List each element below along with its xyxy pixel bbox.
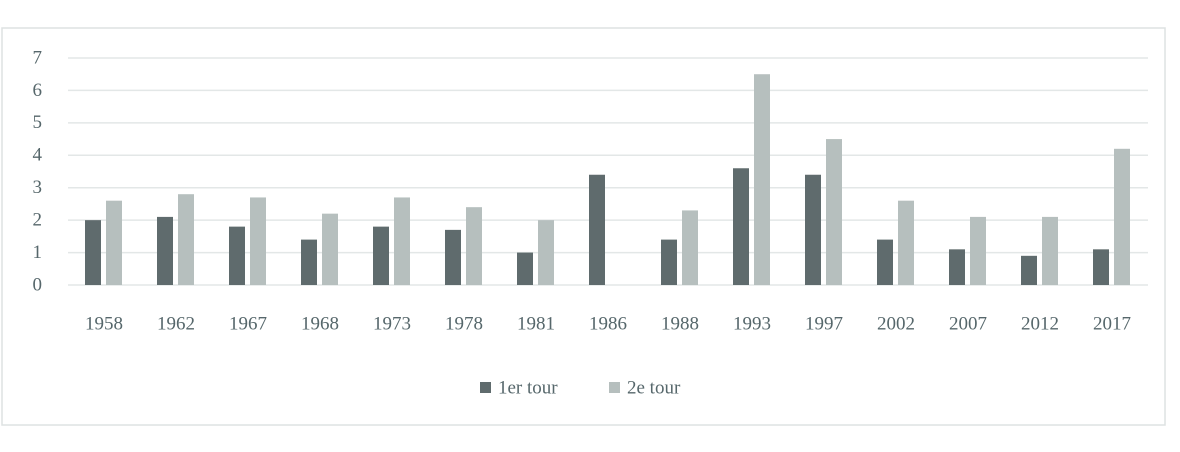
bar [1114, 148, 1130, 285]
x-tick-label: 2017 [1093, 313, 1131, 334]
bar [229, 226, 245, 285]
legend-swatch [609, 382, 620, 393]
bar [754, 74, 770, 285]
bar [538, 220, 554, 285]
bar [733, 168, 749, 285]
bar [682, 210, 698, 285]
bar [826, 139, 842, 285]
bar [106, 200, 122, 285]
y-tick-label: 2 [33, 210, 43, 231]
x-tick-label: 1958 [85, 313, 123, 334]
bar [898, 200, 914, 285]
bar [373, 226, 389, 285]
y-tick-label: 1 [33, 242, 43, 263]
bar [949, 249, 965, 285]
x-tick-label: 1968 [301, 313, 339, 334]
bar [517, 252, 533, 285]
bar [301, 239, 317, 285]
y-tick-label: 3 [33, 177, 43, 198]
legend-label: 1er tour [498, 377, 558, 398]
bar [589, 174, 605, 285]
bar [445, 229, 461, 285]
bar [970, 216, 986, 285]
x-tick-label: 1967 [229, 313, 267, 334]
x-tick-label: 1997 [805, 313, 843, 334]
bar [466, 207, 482, 285]
bar [394, 197, 410, 285]
bar [322, 213, 338, 285]
x-tick-label: 1986 [589, 313, 627, 334]
bar [85, 220, 101, 285]
x-tick-label: 1993 [733, 313, 771, 334]
x-tick-label: 1981 [517, 313, 555, 334]
legend-swatch [480, 382, 491, 393]
y-tick-label: 4 [33, 145, 43, 166]
legend-label: 2e tour [627, 377, 681, 398]
bar [1042, 216, 1058, 285]
bar [250, 197, 266, 285]
y-tick-label: 7 [33, 47, 43, 68]
y-tick-label: 0 [33, 274, 43, 295]
x-tick-label: 1962 [157, 313, 195, 334]
bar [157, 216, 173, 285]
y-tick-label: 5 [33, 112, 43, 133]
x-tick-label: 2002 [877, 313, 915, 334]
x-tick-label: 2007 [949, 313, 987, 334]
bar [661, 239, 677, 285]
chart-frame [1, 27, 1166, 426]
x-tick-label: 2012 [1021, 313, 1059, 334]
y-tick-label: 6 [33, 80, 43, 101]
bar [1093, 249, 1109, 285]
bar [877, 239, 893, 285]
bar [178, 194, 194, 285]
x-tick-label: 1973 [373, 313, 411, 334]
bar [805, 174, 821, 285]
x-tick-label: 1978 [445, 313, 483, 334]
bar [1021, 255, 1037, 285]
x-tick-label: 1988 [661, 313, 699, 334]
